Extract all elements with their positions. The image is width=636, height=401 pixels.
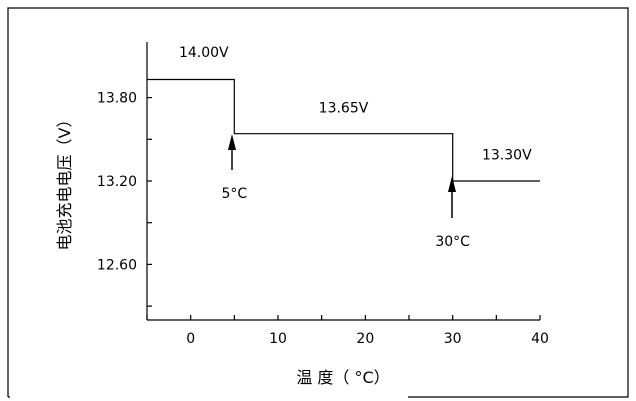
annotation-label-30c: 30°C (435, 234, 470, 250)
annotation-arrow-30c (448, 176, 456, 218)
y-axis-title: 电池充电电压（V） (55, 112, 74, 251)
x-ticks: 0 10 20 30 40 (146, 315, 549, 347)
data-label-13-30v: 13.30V (482, 148, 532, 164)
x-tick-label: 30 (444, 331, 462, 347)
x-tick-label: 0 (186, 331, 195, 347)
x-tick-label: 40 (531, 331, 549, 347)
y-ticks: 12.60 13.20 13.80 (97, 91, 152, 307)
data-label-13-65v: 13.65V (319, 100, 369, 116)
figure-frame (7, 7, 629, 398)
data-label-14v: 14.00V (179, 45, 229, 61)
y-tick-label: 13.80 (97, 91, 137, 107)
annotation-label-5c: 5°C (221, 186, 247, 202)
x-tick-label: 20 (356, 331, 374, 347)
x-axis-title: 温 度（ °C） (296, 368, 389, 387)
annotation-arrow-5c (228, 134, 236, 170)
y-tick-label: 13.20 (97, 174, 137, 190)
y-tick-label: 12.60 (97, 257, 137, 273)
x-tick-label: 10 (269, 331, 287, 347)
series-line (147, 78, 540, 182)
